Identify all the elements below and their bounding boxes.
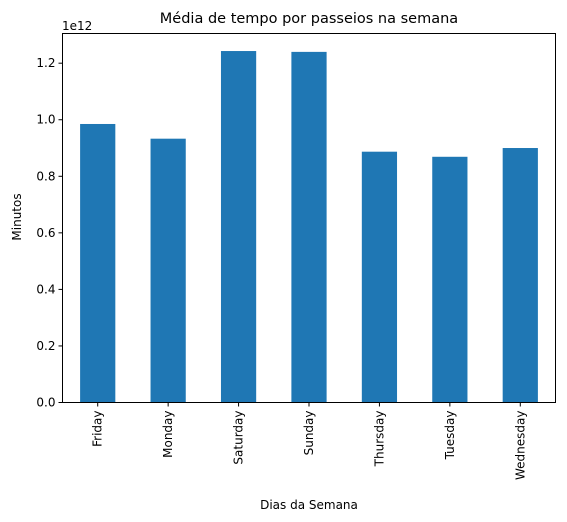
x-ticks-group: Friday Monday Saturday Sunday Thursday Tuesda… xyxy=(91,402,527,480)
x-tick-label: Monday xyxy=(161,411,175,458)
bar-friday xyxy=(80,123,116,403)
y-tick-label: 0.2 xyxy=(36,339,55,353)
bar-wednesday xyxy=(502,148,538,403)
x-tick-label: Thursday xyxy=(372,411,386,468)
bars-group xyxy=(80,51,538,403)
y-ticks-group: 0.0 0.2 0.4 0.6 0.8 1.0 1.2 xyxy=(36,56,63,410)
x-axis-label: Dias da Semana xyxy=(260,498,358,512)
bar-tuesday xyxy=(432,156,468,403)
y-tick-label: 1.0 xyxy=(36,113,55,127)
y-tick-label: 0.8 xyxy=(36,169,55,183)
x-tick-label: Saturday xyxy=(232,411,246,465)
y-tick-label: 1.2 xyxy=(36,56,55,70)
x-tick-label: Wednesday xyxy=(513,411,527,480)
bar-thursday xyxy=(361,151,398,403)
x-tick-label: Sunday xyxy=(302,411,316,456)
y-tick-label: 0.0 xyxy=(36,396,55,410)
bar-saturday xyxy=(220,51,257,403)
x-tick-label: Tuesday xyxy=(443,411,457,461)
plot-frame xyxy=(62,33,556,403)
y-tick-label: 0.6 xyxy=(36,226,55,240)
bar-sunday xyxy=(291,51,327,403)
bar-monday xyxy=(150,138,186,403)
y-axis-label: Minutos xyxy=(10,193,24,240)
y-tick-label: 0.4 xyxy=(36,282,55,296)
y-axis-offset-text: 1e12 xyxy=(62,19,92,33)
chart-title: Média de tempo por passeios na semana xyxy=(160,11,458,27)
x-tick-label: Friday xyxy=(91,411,105,447)
